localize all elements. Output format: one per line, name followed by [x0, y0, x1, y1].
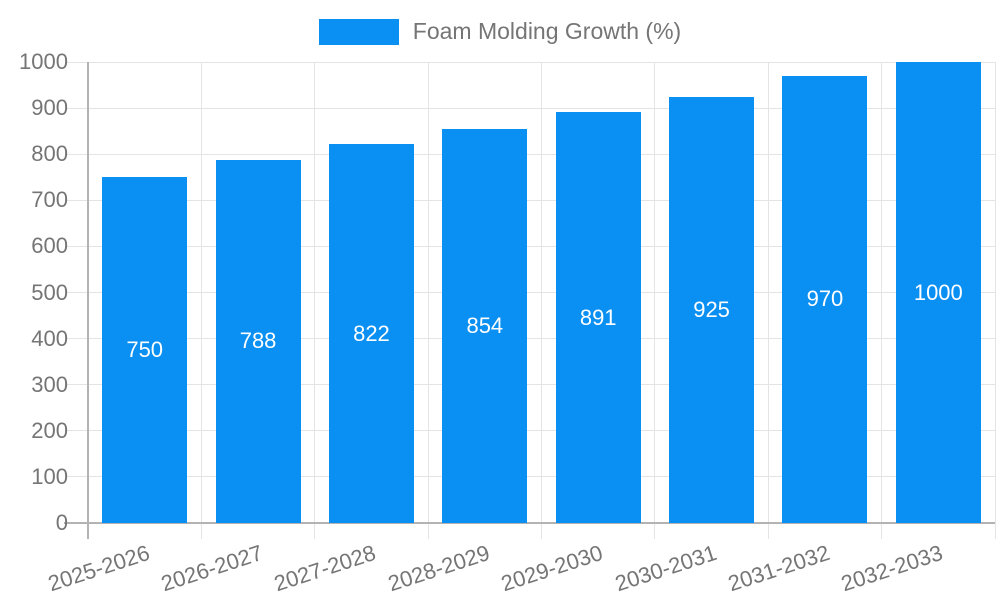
bar: 891: [555, 112, 641, 523]
bar-value-label: 750: [126, 337, 164, 363]
plot-area: 0 100 200 300 400 500 600 700 800 900 1000 750 788 82…: [19, 49, 996, 596]
bar-value-label: 891: [579, 304, 617, 330]
legend-label: Foam Molding Growth (%): [412, 18, 682, 44]
bar-value-label: 854: [466, 313, 504, 339]
y-tick-label: 500: [31, 279, 68, 305]
y-tick-label: 1000: [19, 49, 68, 74]
y-tick-label: 300: [31, 371, 68, 397]
legend-swatch: [318, 18, 399, 45]
bar: 788: [215, 159, 301, 523]
bar-value-label: 925: [693, 296, 730, 322]
x-gridline: [541, 62, 542, 539]
x-gridline: [654, 62, 656, 539]
y-gridline: [66, 338, 995, 340]
y-gridline: [66, 107, 995, 109]
y-tick-label: 800: [31, 141, 68, 167]
y-gridline: [66, 292, 995, 293]
bar-value-label: 1000: [913, 279, 963, 305]
x-gridline: [994, 62, 996, 539]
x-axis-line: [64, 522, 995, 524]
y-tick-label: 0: [55, 510, 68, 535]
x-gridline: [200, 62, 202, 539]
y-tick-label: 100: [31, 463, 68, 489]
x-gridline: [427, 62, 429, 539]
y-gridline: [66, 476, 995, 478]
y-tick-label: 200: [31, 417, 68, 443]
x-gridline: [881, 62, 883, 539]
bar: 925: [669, 96, 755, 523]
y-gridline: [66, 384, 995, 386]
legend: Foam Molding Growth (%): [0, 18, 1000, 45]
x-gridline: [767, 62, 769, 539]
y-gridline: [66, 153, 995, 155]
bar: 854: [442, 129, 528, 523]
y-gridline: [66, 199, 995, 201]
y-tick-label: 400: [31, 325, 68, 351]
bar: 822: [328, 144, 414, 523]
y-tick-label: 700: [31, 187, 68, 213]
y-gridline: [66, 245, 995, 247]
bar: 970: [782, 75, 868, 523]
bar-value-label: 788: [239, 328, 277, 354]
x-gridline: [314, 62, 316, 539]
y-gridline: [66, 430, 995, 432]
y-axis-line: [87, 62, 89, 539]
y-tick-label: 900: [31, 95, 68, 121]
y-tick-label: 600: [31, 233, 68, 259]
bar: 1000: [895, 62, 981, 523]
bar-value-label: 970: [806, 286, 844, 312]
bar-value-label: 822: [353, 320, 390, 346]
bar: 750: [102, 177, 188, 523]
y-gridline: [66, 61, 995, 63]
